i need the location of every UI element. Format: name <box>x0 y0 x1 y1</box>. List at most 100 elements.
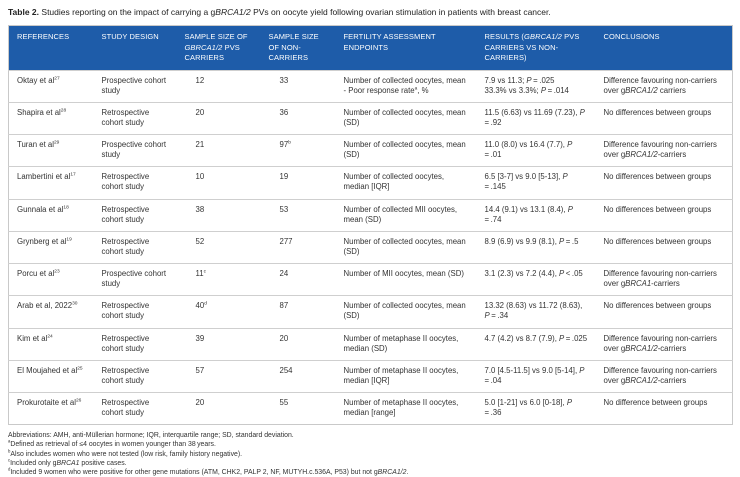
cell-fertility-endpoints: Number of collected oocytes, mean (SD) <box>335 295 477 329</box>
cell-line: 11.5 (6.63) vs 11.69 (7.23), P = .92 <box>484 107 587 127</box>
cell-line: Number of MII oocytes, mean (SD) <box>343 269 464 279</box>
table-title-label: Table 2. <box>8 7 40 17</box>
cell-reference: Prokurotaite et al26 <box>8 392 94 425</box>
table-row: Oktay et al27 Prospective cohort study 12 3… <box>8 69 733 103</box>
cell-noncarriers-sample-size: 19 <box>260 166 336 200</box>
column-header: FERTILITY ASSESSMENT ENDPOINTS <box>335 25 477 71</box>
column-header: CONCLUSIONS <box>595 25 733 71</box>
cell-line: Number of collected oocytes, mean <box>343 75 466 85</box>
column-header: REFERENCES <box>8 25 94 71</box>
cell-carriers-sample-size: 11c <box>176 263 261 296</box>
cell-line: 3.1 (2.3) vs 7.2 (4.4), P < .05 <box>484 269 583 279</box>
cell-results: 6.5 [3-7] vs 9.0 [5-13], P = .145 <box>476 166 596 200</box>
cell-study-design: Prospective cohort study <box>93 263 177 296</box>
cell-reference: Arab et al, 202230 <box>8 295 94 329</box>
cell-fertility-endpoints: Number of collected oocytes, median [IQR… <box>335 166 477 200</box>
table-row: Porcu et al23 Prospective cohort study 11c… <box>8 263 733 296</box>
table-title: Table 2. Studies reporting on the impact… <box>8 7 732 18</box>
cell-reference: Turan et al29 <box>8 134 94 167</box>
column-header: SAMPLE SIZE OF NON-CARRIERS <box>260 25 336 71</box>
table-row: Kim et al24 Retrospective cohort study 39 2… <box>8 327 733 361</box>
cell-line: 11.0 (8.0) vs 16.4 (7.7), P = .01 <box>484 140 574 160</box>
cell-noncarriers-sample-size: 87 <box>260 295 336 329</box>
cell-line: Number of collected oocytes, mean (SD) <box>343 140 466 160</box>
cell-results: 13.32 (8.63) vs 11.72 (8.63), P = .34 <box>476 295 596 329</box>
footnote: bAlso includes women who were not tested… <box>8 448 243 458</box>
cell-carriers-sample-size: 57 <box>176 359 261 393</box>
cell-line: 4.7 (4.2) vs 8.7 (7.9), P = .025 <box>484 333 588 343</box>
cell-results: 4.7 (4.2) vs 8.7 (7.9), P = .025 <box>476 327 596 361</box>
cell-study-design: Retrospective cohort study <box>93 101 177 135</box>
cell-conclusions: No difference between groups <box>595 392 733 425</box>
cell-line: - Poor response ratea, % <box>343 85 429 95</box>
cell-noncarriers-sample-size: 20 <box>260 327 336 361</box>
cell-noncarriers-sample-size: 24 <box>260 263 336 296</box>
cell-line: 7.0 [4.5-11.5] vs 9.0 [5-14], P = .04 <box>484 365 587 385</box>
table-header-row: REFERENCES STUDY DESIGN SAMPLE SIZE OF GBR… <box>8 25 733 71</box>
footnote: aDefined as retrieval of ≤4 oocytes in w… <box>8 439 216 449</box>
cell-carriers-sample-size: 39 <box>176 327 261 361</box>
column-header: RESULTS (GBRCA1/2 PVS CARRIERS VS NON-CA… <box>476 25 596 71</box>
cell-study-design: Retrospective cohort study <box>93 295 177 329</box>
cell-fertility-endpoints: Number of metaphase II oocytes, median (… <box>335 327 477 361</box>
cell-reference: Lambertini et al17 <box>8 166 94 200</box>
cell-carriers-sample-size: 12 <box>176 69 261 103</box>
footnote: cIncluded only gBRCA1 positive cases. <box>8 457 127 467</box>
cell-conclusions: No differences between groups <box>595 230 733 264</box>
cell-noncarriers-sample-size: 53 <box>260 198 336 232</box>
cell-fertility-endpoints: Number of collected oocytes, mean (SD) <box>335 230 477 264</box>
footnote: Abbreviations: AMH, anti-Müllerian hormo… <box>8 432 294 440</box>
cell-line: Number of collected oocytes, mean (SD) <box>343 301 466 321</box>
cell-line: Number of collected oocytes, median [IQR… <box>343 172 445 192</box>
cell-noncarriers-sample-size: 254 <box>260 359 336 393</box>
cell-results: 8.9 (6.9) vs 9.9 (8.1), P = .5 <box>476 230 596 264</box>
cell-line: 13.32 (8.63) vs 11.72 (8.63), P = .34 <box>484 301 583 321</box>
cell-study-design: Retrospective cohort study <box>93 166 177 200</box>
cell-fertility-endpoints: Number of collected oocytes, mean (SD) <box>335 134 477 167</box>
cell-carriers-sample-size: 21 <box>176 134 261 167</box>
cell-carriers-sample-size: 20 <box>176 392 261 425</box>
cell-study-design: Retrospective cohort study <box>93 392 177 425</box>
cell-reference: Porcu et al23 <box>8 263 94 296</box>
cell-reference: El Moujahed et al25 <box>8 359 94 393</box>
cell-reference: Kim et al24 <box>8 327 94 361</box>
cell-fertility-endpoints: Number of collected oocytes, mean - Poor … <box>335 69 477 103</box>
cell-conclusions: No differences between groups <box>595 198 733 232</box>
table-title-text: Studies reporting on the impact of carry… <box>41 7 551 17</box>
cell-conclusions: Difference favouring non-carriers over g… <box>595 69 733 103</box>
cell-reference: Grynberg et al19 <box>8 230 94 264</box>
cell-fertility-endpoints: Number of metaphase II oocytes, median [… <box>335 359 477 393</box>
cell-results: 7.9 vs 11.3; P = .025 33.3% vs 3.3%; P = … <box>476 69 596 103</box>
cell-line: Number of metaphase II oocytes, median (… <box>343 333 459 353</box>
cell-carriers-sample-size: 20 <box>176 101 261 135</box>
table-row: Grynberg et al19 Retrospective cohort stu… <box>8 230 733 264</box>
cell-conclusions: No differences between groups <box>595 166 733 200</box>
table-head: REFERENCES STUDY DESIGN SAMPLE SIZE OF GBR… <box>8 25 733 71</box>
cell-noncarriers-sample-size: 55 <box>260 392 336 425</box>
cell-carriers-sample-size: 38 <box>176 198 261 232</box>
cell-line: 6.5 [3-7] vs 9.0 [5-13], P = .145 <box>484 172 570 192</box>
cell-conclusions: Difference favouring non-carriers over g… <box>595 134 733 167</box>
table-row: Prokurotaite et al26 Retrospective cohort… <box>8 392 733 425</box>
cell-study-design: Retrospective cohort study <box>93 327 177 361</box>
table-row: Lambertini et al17 Retrospective cohort s… <box>8 166 733 200</box>
cell-results: 7.0 [4.5-11.5] vs 9.0 [5-14], P = .04 <box>476 359 596 393</box>
cell-carriers-sample-size: 10 <box>176 166 261 200</box>
cell-conclusions: Difference favouring non-carriers over g… <box>595 359 733 393</box>
cell-noncarriers-sample-size: 277 <box>260 230 336 264</box>
cell-reference: Shapira et al28 <box>8 101 94 135</box>
cell-conclusions: Difference favouring non-carriers over g… <box>595 327 733 361</box>
table-row: Shapira et al28 Retrospective cohort stud… <box>8 101 733 135</box>
cell-line: Number of metaphase II oocytes, median [… <box>343 365 459 385</box>
cell-study-design: Prospective cohort study <box>93 134 177 167</box>
table-row: Turan et al29 Prospective cohort study 21 9… <box>8 134 733 167</box>
cell-line: 14.4 (9.1) vs 13.1 (8.4), P = .74 <box>484 204 575 224</box>
cell-results: 11.5 (6.63) vs 11.69 (7.23), P = .92 <box>476 101 596 135</box>
cell-fertility-endpoints: Number of collected MII oocytes, mean (S… <box>335 198 477 232</box>
cell-study-design: Retrospective cohort study <box>93 198 177 232</box>
cell-conclusions: No differences between groups <box>595 295 733 329</box>
cell-line: 8.9 (6.9) vs 9.9 (8.1), P = .5 <box>484 236 579 246</box>
cell-line: Number of collected MII oocytes, mean (S… <box>343 204 458 224</box>
cell-study-design: Retrospective cohort study <box>93 359 177 393</box>
